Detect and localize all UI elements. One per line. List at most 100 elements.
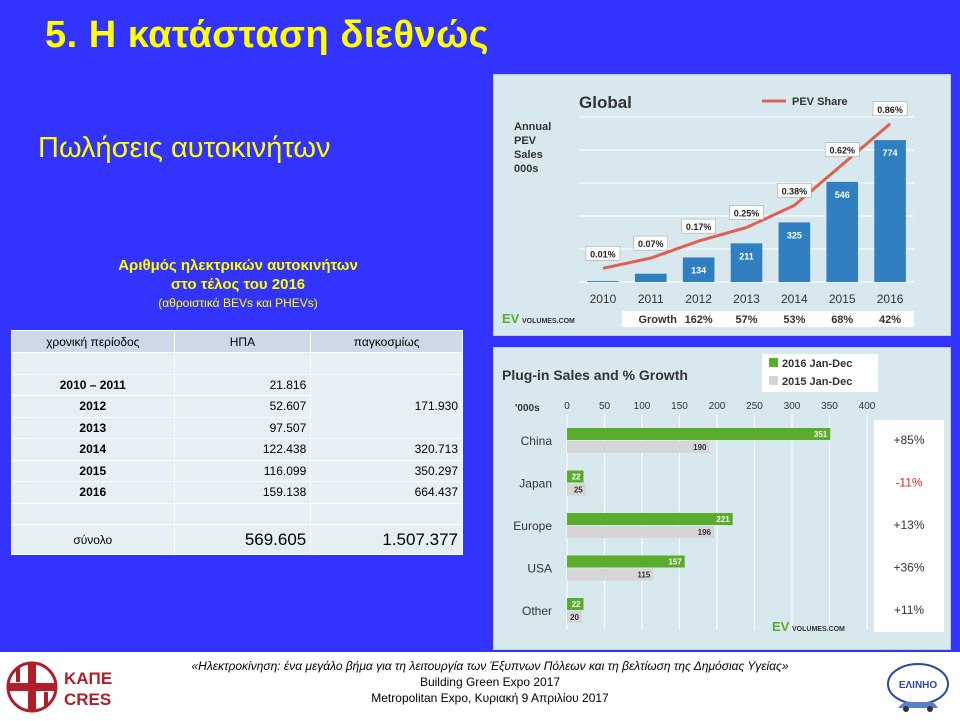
share-label: 0.38% bbox=[782, 186, 808, 196]
share-label: 0.25% bbox=[734, 209, 760, 219]
bar-2015-value: 115 bbox=[637, 571, 650, 580]
bar-2016 bbox=[567, 598, 584, 610]
growth-column-bg bbox=[874, 420, 944, 632]
category-label: USA bbox=[527, 562, 552, 576]
bar-2016 bbox=[567, 470, 584, 483]
x-tick-label: 2010 bbox=[590, 292, 617, 306]
footer: ΚΑΠΕ CRES «Ηλεκτροκίνηση: ένα μεγάλο βήμ… bbox=[0, 652, 960, 720]
logo-cres-text: CRES bbox=[64, 690, 111, 709]
bar-2015 bbox=[567, 526, 714, 538]
x-tick-label: 100 bbox=[634, 401, 651, 412]
x-tick-label: 350 bbox=[821, 401, 838, 412]
x-tick-label: 250 bbox=[746, 401, 763, 412]
bar-2016-value: 351 bbox=[814, 430, 828, 439]
bar-2016 bbox=[874, 140, 906, 282]
x-tick-label: 200 bbox=[709, 401, 726, 412]
cell-period: 2010 – 2011 bbox=[11, 373, 175, 396]
x-tick-label: 2016 bbox=[877, 292, 904, 306]
growth-value: 42% bbox=[879, 314, 901, 326]
cell-total-usa: 569.605 bbox=[173, 524, 312, 555]
x-tick-label: 400 bbox=[859, 401, 876, 412]
kape-cres-logo: ΚΑΠΕ CRES bbox=[6, 658, 126, 721]
y-axis-label: Sales bbox=[514, 149, 543, 161]
legend-label-2016: 2016 Jan-Dec bbox=[782, 358, 852, 370]
legend-label: PEV Share bbox=[792, 96, 848, 108]
y-axis-label: 000s bbox=[514, 163, 538, 175]
global-chart-panel: Global PEV Share Annual PEV Sales 000s 2010 201… bbox=[493, 74, 951, 336]
cell-usa: 97.507 bbox=[173, 416, 312, 439]
cell-period: 2012 bbox=[11, 395, 175, 418]
share-label: 0.07% bbox=[638, 239, 664, 249]
ev-logo-text: EV bbox=[772, 619, 790, 634]
plugin-chart: Plug-in Sales and % Growth 2016 Jan-Dec 20… bbox=[502, 354, 944, 634]
footer-text: «Ηλεκτροκίνηση: ένα μεγάλο βήμα για τη λ… bbox=[130, 658, 850, 706]
bar-2015-value: 190 bbox=[693, 443, 707, 452]
bar-2011 bbox=[634, 273, 667, 282]
share-label: 0.86% bbox=[877, 105, 903, 115]
slide-background: 5. Η κατάσταση διεθνώς Πωλήσεις αυτοκινή… bbox=[0, 0, 960, 652]
bar-2016 bbox=[567, 555, 685, 568]
bar-2015 bbox=[567, 483, 586, 496]
cell-period: 2015 bbox=[11, 459, 175, 482]
elinho-logo-icon: ΕΛΙΝΗΟ bbox=[887, 663, 949, 712]
growth-value: +36% bbox=[893, 561, 924, 575]
category-label: Japan bbox=[519, 477, 552, 491]
bar-2015 bbox=[567, 611, 582, 623]
chart-title: Plug-in Sales and % Growth bbox=[502, 367, 688, 383]
x-tick-label: 2014 bbox=[781, 292, 808, 306]
share-label-box bbox=[777, 183, 812, 198]
footer-line1: «Ηλεκτροκίνηση: ένα μεγάλο βήμα για τη λ… bbox=[191, 659, 789, 673]
cell-period: 2013 bbox=[11, 416, 175, 439]
ev-logo-domain: VOLUMES.COM bbox=[522, 318, 575, 325]
share-label-box bbox=[872, 101, 908, 117]
y-axis-label: PEV bbox=[514, 135, 537, 147]
x-tick-label: 2015 bbox=[829, 292, 856, 306]
header-period: χρονική περίοδος bbox=[11, 330, 175, 353]
x-tick-label: 2013 bbox=[733, 292, 760, 306]
header-usa: ΗΠΑ bbox=[173, 330, 312, 353]
table-row: 2014 122.438 320.713 bbox=[11, 438, 463, 461]
growth-label: Growth bbox=[638, 314, 677, 326]
table-total-row: σύνολο 569.605 1.507.377 bbox=[11, 524, 463, 555]
plugin-chart-panel: Plug-in Sales and % Growth 2016 Jan-Dec 20… bbox=[493, 347, 951, 650]
bar-value-label: 211 bbox=[739, 251, 754, 261]
cell-period: 2014 bbox=[11, 438, 175, 461]
x-tick-label: 0 bbox=[564, 401, 570, 412]
table-caption-line1: Αριθμός ηλεκτρικών αυτοκινήτων bbox=[118, 257, 358, 274]
growth-value: 53% bbox=[783, 314, 805, 326]
table-row-empty bbox=[11, 352, 463, 375]
slide-title: 5. Η κατάσταση διεθνώς bbox=[45, 14, 489, 56]
logo-elinho-text: ΕΛΙΝΗΟ bbox=[899, 680, 938, 691]
legend-box bbox=[762, 354, 878, 392]
cell-total-world: 1.507.377 bbox=[310, 524, 463, 555]
cell-period: 2016 bbox=[11, 481, 175, 504]
cell-world-merged: 171.930 bbox=[310, 373, 463, 439]
bar-2016-value: 221 bbox=[716, 515, 730, 524]
cell-total-label: σύνολο bbox=[11, 524, 175, 555]
elinho-logo: ΕΛΙΝΗΟ bbox=[884, 658, 952, 721]
pev-share-line bbox=[602, 122, 892, 270]
bar-value-label: 134 bbox=[691, 265, 706, 275]
table-row: 2015 116.099 350.297 bbox=[11, 459, 463, 482]
bar-2016-value: 22 bbox=[572, 600, 581, 609]
legend-swatch-2015 bbox=[769, 376, 778, 385]
ev-count-table: χρονική περίοδος ΗΠΑ παγκοσμίως 2010 – 2… bbox=[11, 330, 463, 555]
share-label: 0.01% bbox=[590, 249, 616, 259]
bar-2012 bbox=[682, 257, 715, 282]
cell-usa: 21.816 bbox=[173, 373, 312, 396]
legend-label-2015: 2015 Jan-Dec bbox=[782, 376, 852, 388]
footer-line2: Building Green Expo 2017 bbox=[419, 675, 561, 689]
cell-usa: 52.607 bbox=[173, 395, 312, 418]
bar-2014 bbox=[778, 222, 811, 282]
x-tick-label: 300 bbox=[784, 401, 801, 412]
x-tick-label: 2012 bbox=[685, 292, 712, 306]
logo-kape-text: ΚΑΠΕ bbox=[64, 669, 112, 688]
bar-value-label: 325 bbox=[787, 230, 802, 240]
x-tick-label: 2011 bbox=[638, 292, 664, 306]
bar-2016-value: 157 bbox=[668, 558, 682, 567]
category-label: China bbox=[521, 434, 553, 448]
growth-value: 57% bbox=[735, 314, 757, 326]
x-tick-label: 150 bbox=[671, 401, 688, 412]
growth-value: -11% bbox=[895, 476, 922, 490]
footer-line3: Metropolitan Expo, Κυριακή 9 Απριλίου 20… bbox=[371, 691, 609, 705]
